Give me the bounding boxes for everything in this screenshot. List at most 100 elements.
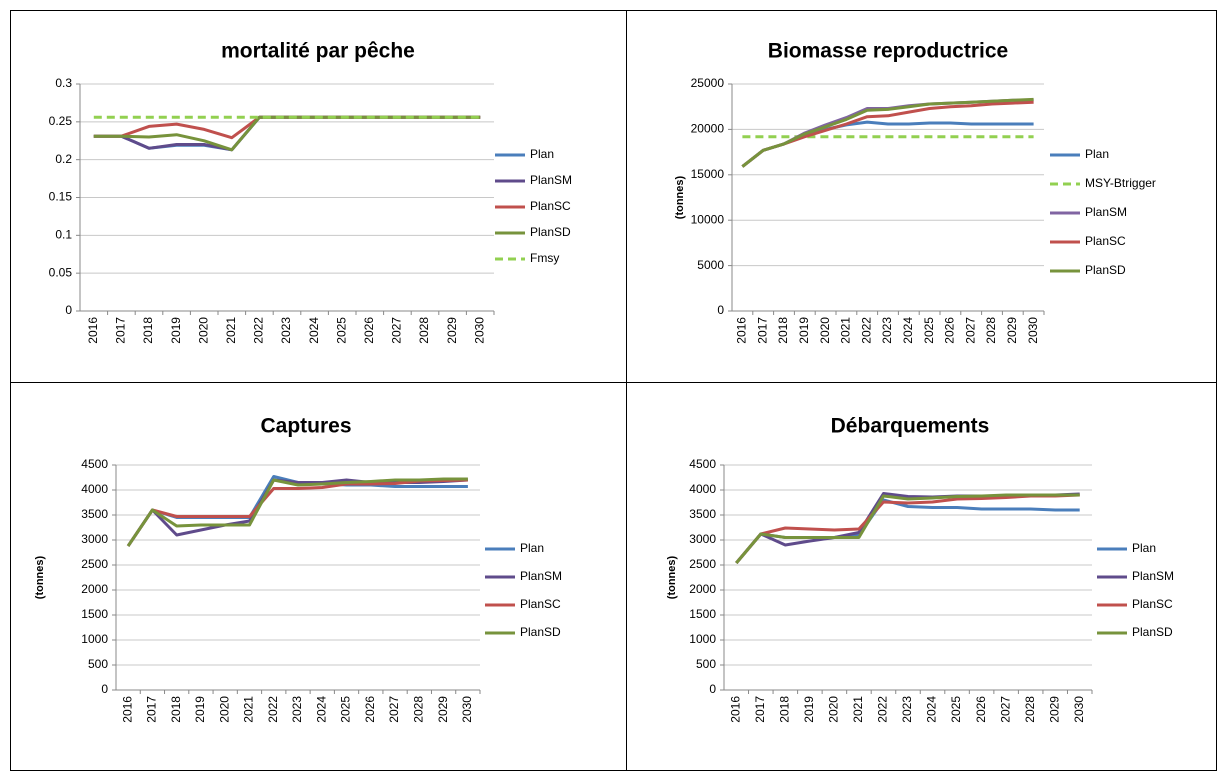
x-tick-label: 2022 [859, 317, 873, 344]
y-tick-label: 1500 [81, 607, 108, 621]
x-tick-label: 2028 [417, 317, 431, 344]
x-tick-label: 2025 [334, 317, 348, 344]
frame [10, 10, 1217, 771]
y-tick-label: 1500 [689, 607, 716, 621]
y-tick-label: 3000 [81, 532, 108, 546]
y-tick-label: 20000 [691, 122, 725, 136]
x-tick-label: 2030 [472, 317, 486, 344]
y-tick-label: 3500 [81, 507, 108, 521]
legend-label: PlanSC [1085, 234, 1126, 248]
legend-label: PlanSM [530, 173, 572, 187]
x-tick-label: 2016 [86, 317, 100, 344]
y-tick-label: 2500 [689, 557, 716, 571]
legend-label: PlanSM [1085, 205, 1127, 219]
legend-label: Plan [520, 541, 544, 555]
x-tick-label: 2023 [900, 696, 914, 723]
y-tick-label: 3500 [689, 507, 716, 521]
chart-title: Biomasse reproductrice [768, 40, 1008, 63]
x-tick-label: 2028 [1023, 696, 1037, 723]
x-tick-label: 2030 [460, 696, 474, 723]
x-tick-label: 2020 [196, 317, 210, 344]
x-tick-label: 2027 [390, 317, 404, 344]
x-tick-label: 2019 [169, 317, 183, 344]
legend-label: PlanSD [530, 225, 571, 239]
x-tick-label: 2020 [818, 317, 832, 344]
x-tick-label: 2026 [362, 317, 376, 344]
y-tick-label: 0 [717, 303, 724, 317]
x-tick-label: 2017 [753, 696, 767, 723]
x-tick-label: 2025 [949, 696, 963, 723]
y-tick-label: 4500 [689, 457, 716, 471]
x-tick-label: 2029 [1005, 317, 1019, 344]
y-tick-label: 0.15 [49, 190, 73, 204]
x-tick-label: 2017 [114, 317, 128, 344]
chart-title: Captures [260, 415, 351, 438]
y-tick-label: 10000 [691, 212, 725, 226]
x-tick-label: 2019 [193, 696, 207, 723]
y-axis-label: (tonnes) [674, 175, 686, 219]
chart-title: mortalité par pêche [221, 40, 415, 63]
x-tick-label: 2023 [290, 696, 304, 723]
x-tick-label: 2024 [901, 317, 915, 344]
x-tick-label: 2021 [224, 317, 238, 344]
y-tick-label: 500 [696, 657, 716, 671]
y-tick-label: 2500 [81, 557, 108, 571]
x-tick-label: 2027 [998, 696, 1012, 723]
legend-label: PlanSC [1132, 597, 1173, 611]
x-tick-label: 2018 [776, 317, 790, 344]
x-tick-label: 2025 [339, 696, 353, 723]
y-tick-label: 4000 [689, 482, 716, 496]
y-tick-label: 0.05 [49, 265, 73, 279]
x-tick-label: 2020 [217, 696, 231, 723]
x-tick-label: 2028 [984, 317, 998, 344]
x-tick-label: 2026 [943, 317, 957, 344]
y-tick-label: 15000 [691, 167, 725, 181]
x-tick-label: 2029 [445, 317, 459, 344]
x-tick-label: 2016 [728, 696, 742, 723]
x-tick-label: 2024 [925, 696, 939, 723]
series-line [93, 115, 481, 140]
series-line [735, 498, 1080, 564]
y-tick-label: 0.2 [55, 152, 72, 166]
x-tick-label: 2016 [120, 696, 134, 723]
x-tick-label: 2023 [880, 317, 894, 344]
x-tick-label: 2029 [436, 696, 450, 723]
x-tick-label: 2027 [387, 696, 401, 723]
legend-label: PlanSC [520, 597, 561, 611]
x-tick-label: 2022 [266, 696, 280, 723]
y-tick-label: 1000 [689, 632, 716, 646]
x-tick-label: 2016 [735, 317, 749, 344]
y-axis-label: (tonnes) [34, 555, 46, 599]
legend-label: Plan [530, 147, 554, 161]
x-tick-label: 2019 [802, 696, 816, 723]
y-tick-label: 0.1 [55, 228, 72, 242]
x-tick-label: 2030 [1072, 696, 1086, 723]
legend-label: PlanSM [1132, 569, 1174, 583]
y-tick-label: 25000 [691, 76, 725, 90]
y-tick-label: 0 [709, 682, 716, 696]
x-tick-label: 2024 [314, 696, 328, 723]
series-line [126, 477, 468, 547]
legend-label: Fmsy [530, 251, 559, 265]
x-tick-label: 2021 [242, 696, 256, 723]
y-tick-label: 1000 [81, 632, 108, 646]
x-tick-label: 2017 [755, 317, 769, 344]
series-line [735, 493, 1080, 564]
x-tick-label: 2018 [778, 696, 792, 723]
legend-label: PlanSC [530, 199, 571, 213]
x-tick-label: 2024 [307, 317, 321, 344]
y-tick-label: 5000 [697, 258, 724, 272]
legend-label: PlanSD [1132, 625, 1173, 639]
x-tick-label: 2019 [797, 317, 811, 344]
legend-label: PlanSM [520, 569, 562, 583]
x-tick-label: 2025 [922, 317, 936, 344]
y-tick-label: 2000 [689, 582, 716, 596]
x-tick-label: 2021 [839, 317, 853, 344]
x-tick-label: 2026 [974, 696, 988, 723]
y-tick-label: 0 [65, 303, 72, 317]
y-tick-label: 0 [101, 682, 108, 696]
series-line [741, 100, 1034, 168]
x-tick-label: 2018 [141, 317, 155, 344]
x-tick-label: 2029 [1047, 696, 1061, 723]
